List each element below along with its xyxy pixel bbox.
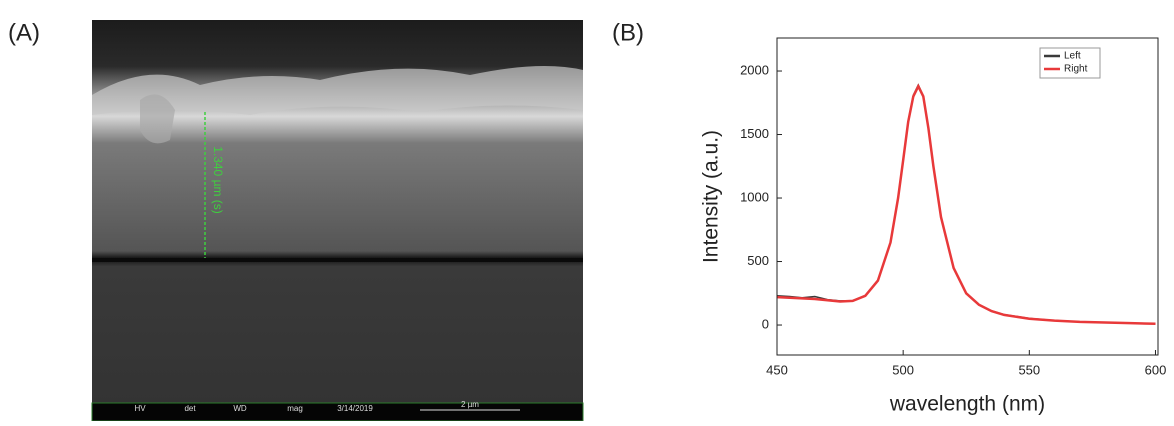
y-tick-label: 1000 bbox=[740, 189, 769, 204]
y-tick-label: 500 bbox=[747, 253, 769, 268]
sem-interface bbox=[92, 258, 583, 262]
sem-surface bbox=[92, 66, 583, 115]
info-text: mag bbox=[287, 404, 303, 413]
plot-frame bbox=[776, 37, 1159, 356]
x-axis-label: wavelength (nm) bbox=[889, 393, 1045, 416]
scale-label: 1.340 µm (s) bbox=[211, 146, 225, 214]
info-text: 3/14/2019 bbox=[337, 404, 373, 413]
panel-label: (A) bbox=[8, 19, 40, 46]
panel-label: (B) bbox=[612, 19, 644, 46]
x-tick-label: 500 bbox=[892, 362, 914, 377]
info-text: HV bbox=[134, 404, 146, 413]
info-text: WD bbox=[233, 404, 247, 413]
chart: 0 500 1000 1500 2000 450 500 550 600 wavelength (… bbox=[700, 37, 1167, 416]
sem-particle bbox=[140, 94, 175, 144]
data-line bbox=[776, 83, 1156, 325]
y-tick-label: 1500 bbox=[740, 126, 769, 141]
legend-box bbox=[1039, 47, 1101, 79]
legend-label: Right bbox=[1064, 64, 1088, 75]
legend-label: Left bbox=[1064, 51, 1081, 62]
x-tick-label: 450 bbox=[766, 362, 788, 377]
sem-image: 1.340 µm (s) HV det WD mag 3/14/2019 2 µ… bbox=[91, 20, 584, 422]
info-bar bbox=[92, 403, 583, 421]
info-text: 2 µm bbox=[461, 400, 479, 409]
y-tick-label: 2000 bbox=[740, 62, 769, 77]
y-axis-label: Intensity (a.u.) bbox=[700, 130, 723, 263]
data-line bbox=[776, 83, 1156, 326]
x-tick-label: 600 bbox=[1145, 362, 1167, 377]
info-text: det bbox=[184, 404, 196, 413]
x-tick-label: 550 bbox=[1018, 362, 1040, 377]
y-tick-label: 0 bbox=[762, 316, 769, 331]
